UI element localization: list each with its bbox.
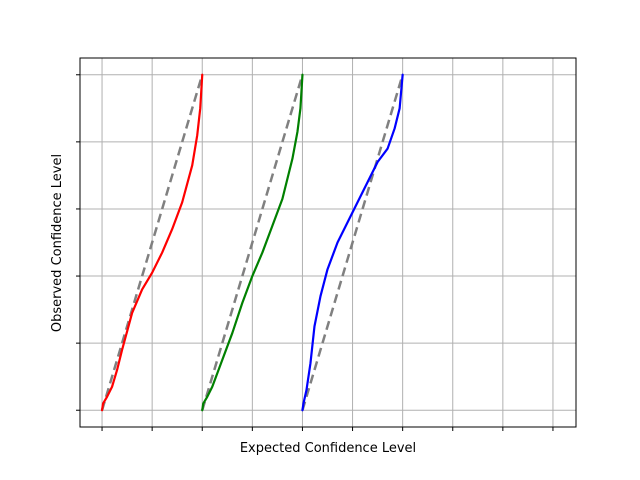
calibration-curve-0 xyxy=(100,73,204,412)
calibration-curve-1 xyxy=(201,73,304,412)
reference-line-1 xyxy=(201,74,304,411)
y-axis-label: Observed Confidence Level xyxy=(50,154,65,332)
calibration-curve-2 xyxy=(301,73,404,412)
x-axis-label: Expected Confidence Level xyxy=(240,441,416,456)
reference-lines xyxy=(100,74,404,411)
reference-line-0 xyxy=(100,74,204,411)
axis-ticks xyxy=(76,74,554,431)
plot-frame xyxy=(79,57,577,428)
reference-line-2 xyxy=(301,74,404,411)
grid xyxy=(80,58,576,427)
series-lines xyxy=(100,73,404,412)
